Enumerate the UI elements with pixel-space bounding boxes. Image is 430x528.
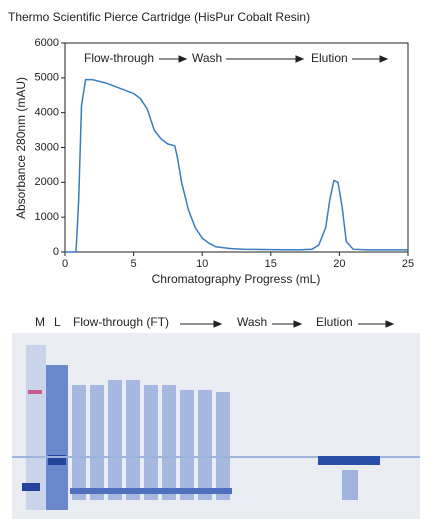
data-line [65,78,408,253]
gel-label: Elution [316,315,353,329]
gel-image [12,333,420,519]
chart-title: Thermo Scientific Pierce Cartridge (HisP… [8,10,310,24]
y-tick-label: 4000 [35,107,59,119]
x-tick-label: 25 [402,258,414,270]
gel-label: Flow-through (FT) [73,315,169,329]
x-tick-label: 15 [265,258,277,270]
gel-arrows [180,320,395,328]
y-tick-label: 5000 [35,72,59,84]
x-axis-label: Chromatography Progress (mL) [152,272,321,286]
y-tick-label: 2000 [35,176,59,188]
x-tick-label: 5 [131,258,137,270]
y-tick-label: 1000 [35,211,59,223]
x-tick-label: 20 [333,258,345,270]
annotation: Elution [311,51,348,65]
x-tick-label: 0 [62,258,68,270]
y-tick-label: 3000 [35,141,59,153]
gel-label: L [54,315,61,329]
y-axis-label: Absorbance 280nm (mAU) [14,77,28,219]
y-tick-label: 0 [53,246,59,258]
y-tick-label: 6000 [35,37,59,49]
annotation: Flow-through [84,51,154,65]
annotation: Wash [192,51,222,65]
arrows [159,55,389,63]
gel-label: M [35,315,45,329]
x-tick-label: 10 [196,258,208,270]
gel-label: Wash [237,315,267,329]
plot-frame [64,42,409,253]
